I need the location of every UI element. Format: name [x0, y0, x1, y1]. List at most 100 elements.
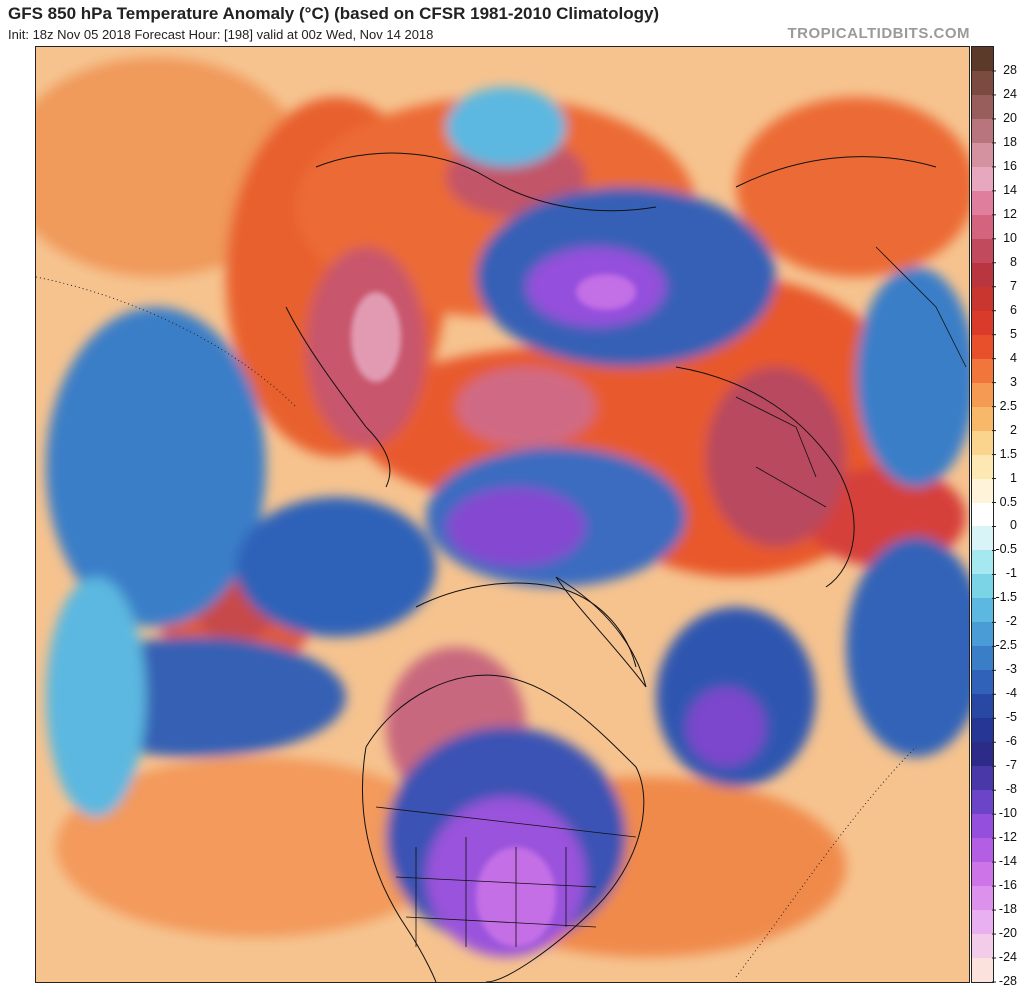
colorbar-segment [972, 358, 993, 384]
colorbar-label: 24 [1003, 86, 1017, 101]
colorbar-segment [972, 718, 993, 744]
warm-region [736, 97, 969, 277]
africa-coast [735, 156, 937, 188]
us-canada-border [375, 806, 637, 838]
colorbar-segment [972, 814, 993, 840]
colorbar-label: -14 [998, 854, 1017, 869]
cold-region [846, 537, 969, 757]
colorbar-label: -1 [1005, 566, 1017, 581]
coastlines [285, 152, 937, 982]
colorbar-segment [972, 886, 993, 912]
colorbar-segment [972, 790, 993, 816]
colorbar-label: -2 [1005, 614, 1017, 629]
cold-region [856, 267, 969, 487]
colorbar-label: 12 [1003, 206, 1017, 221]
extreme-warm-core [351, 292, 401, 382]
colorbar-label: 1.5 [999, 446, 1017, 461]
colorbar [971, 46, 994, 983]
colorbar-segment [972, 622, 993, 648]
colorbar-segment [972, 286, 993, 312]
colorbar-segment [972, 646, 993, 672]
colorbar-label: -8 [1005, 782, 1017, 797]
polar-anomaly-map [35, 46, 970, 983]
colorbar-segment [972, 70, 993, 96]
colorbar-label: 14 [1003, 182, 1017, 197]
west-coast [361, 746, 437, 982]
arctic-coast [415, 582, 637, 668]
colorbar-label: -5 [1005, 710, 1017, 725]
colorbar-label: 4 [1010, 350, 1017, 365]
cold-region [446, 87, 566, 167]
colorbar-segment [972, 862, 993, 888]
colorbar-label: 20 [1003, 110, 1017, 125]
cold-region [46, 307, 266, 627]
colorbar-segment [972, 574, 993, 600]
colorbar-segment [972, 310, 993, 336]
east-asia-coast [285, 306, 391, 488]
colorbar-segment [972, 262, 993, 288]
colorbar-segment [972, 742, 993, 768]
colorbar-label: 0.5 [999, 494, 1017, 509]
colorbar-label: -12 [998, 830, 1017, 845]
strong-warm-region [456, 367, 596, 447]
colorbar-segment [972, 334, 993, 360]
colorbar-label: -18 [998, 902, 1017, 917]
map-title: GFS 850 hPa Temperature Anomaly (°C) (ba… [8, 4, 660, 23]
colorbar-label: -16 [998, 878, 1017, 893]
colorbar-label: 6 [1010, 302, 1017, 317]
colorbar-segment [972, 406, 993, 432]
warm-region [56, 757, 456, 937]
colorbar-segment [972, 454, 993, 480]
colorbar-label: -4 [1005, 686, 1017, 701]
cold-region [236, 497, 436, 637]
colorbar-label: 7 [1010, 278, 1017, 293]
colorbar-segment [972, 550, 993, 576]
colorbar-segment [972, 118, 993, 144]
colorbar-segment [972, 502, 993, 528]
colorbar-label: 1 [1010, 470, 1017, 485]
colorbar-segment [972, 838, 993, 864]
colorbar-segment [972, 166, 993, 192]
colorbar-label: -1.5 [995, 590, 1017, 605]
colorbar-segment [972, 142, 993, 168]
state-borders [395, 876, 597, 928]
colorbar-segment [972, 430, 993, 456]
colorbar-label: 2.5 [999, 398, 1017, 413]
colorbar-label: 16 [1003, 158, 1017, 173]
colorbar-label: 5 [1010, 326, 1017, 341]
strong-cold-region [446, 487, 586, 567]
colorbar-segment [972, 214, 993, 240]
colorbar-segment [972, 238, 993, 264]
colorbar-label: 3 [1010, 374, 1017, 389]
state-borders [415, 837, 567, 947]
colorbar-label: 2 [1010, 422, 1017, 437]
greenland-outline [555, 576, 647, 688]
colorbar-label: -7 [1005, 758, 1017, 773]
strong-cold-region [686, 687, 766, 767]
colorbar-label: -2.5 [995, 638, 1017, 653]
colorbar-label: 8 [1010, 254, 1017, 269]
map-subtitle: Init: 18z Nov 05 2018 Forecast Hour: [19… [8, 27, 434, 42]
colorbar-label: 18 [1003, 134, 1017, 149]
colorbar-segment [972, 47, 993, 72]
colorbar-segment [972, 766, 993, 792]
colorbar-segment [972, 598, 993, 624]
colorbar-segment [972, 190, 993, 216]
map-field [36, 47, 969, 982]
colorbar-label: -3 [1005, 662, 1017, 677]
colorbar-segment [972, 478, 993, 504]
colorbar-label: 0 [1010, 518, 1017, 533]
cold-region [46, 577, 146, 817]
asia-coast [315, 152, 657, 212]
colorbar-label: -24 [998, 950, 1017, 965]
extreme-cold-core [576, 274, 636, 310]
colorbar-segment [972, 526, 993, 552]
colorbar-label: 10 [1003, 230, 1017, 245]
colorbar-segment [972, 694, 993, 720]
strong-warm-region [706, 367, 846, 547]
north-america-coast [365, 674, 645, 982]
colorbar-segment [972, 934, 993, 960]
colorbar-label: -0.5 [995, 542, 1017, 557]
colorbar-segment [972, 94, 993, 120]
colorbar-label: -28 [998, 974, 1017, 988]
